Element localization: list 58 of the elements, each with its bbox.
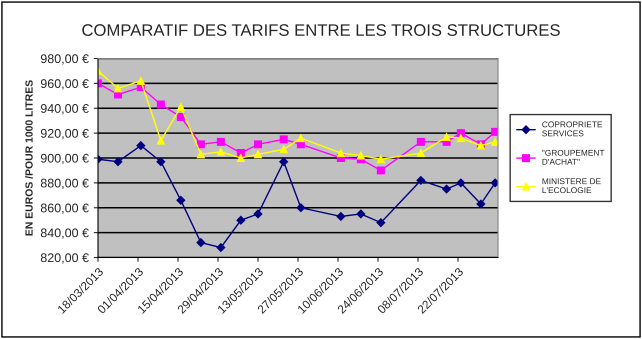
legend-label: "GROUPEMENT D'ACHAT" [542, 150, 604, 165]
point [196, 150, 205, 158]
point [336, 149, 345, 158]
point [416, 176, 426, 185]
y-tick-label: 960,00 € [40, 79, 89, 90]
point [280, 135, 288, 144]
y-tick-label: 920,00 € [40, 128, 89, 140]
point [476, 200, 486, 208]
point [176, 103, 185, 111]
point [176, 196, 186, 205]
point [216, 148, 225, 156]
point [254, 210, 262, 218]
legend-label: COPROPRIETE SERVICES [542, 121, 602, 136]
point [114, 84, 122, 92]
point [114, 157, 122, 166]
y-tick-label: 880,00 € [40, 178, 89, 190]
point [456, 134, 465, 142]
point [136, 141, 146, 150]
point [416, 138, 425, 146]
chart-title: COMPARATIF DES TARIFS ENTRE LES TROIS STRUCTURES [82, 24, 560, 36]
point [176, 112, 185, 121]
point [156, 157, 166, 166]
point [280, 145, 288, 154]
point [136, 76, 145, 85]
y-tick-label: 940,00 € [40, 104, 89, 114]
point [456, 129, 465, 138]
point [216, 138, 225, 146]
point [236, 216, 246, 225]
point [442, 184, 452, 194]
point [491, 128, 498, 136]
legend-label: MINISTERE DE L'ECOLOGIE [542, 178, 601, 194]
point [216, 243, 226, 252]
point [196, 140, 205, 148]
point [376, 155, 385, 164]
y-axis-title: EN EUROS /POUR 1000 LITRES [25, 80, 33, 236]
point [156, 100, 165, 109]
point [356, 210, 366, 218]
point [456, 178, 466, 188]
point [296, 203, 306, 212]
point [336, 212, 346, 221]
point [356, 152, 365, 160]
point [376, 218, 386, 228]
y-tick-label: 900,00 € [40, 154, 89, 164]
y-tick-label: 860,00 € [40, 204, 89, 214]
point [376, 166, 385, 174]
point [254, 140, 262, 148]
point [442, 132, 451, 141]
point [491, 138, 498, 146]
point [156, 136, 165, 145]
point [296, 134, 305, 142]
y-tick-label: 820,00 € [40, 253, 89, 264]
point [416, 149, 425, 158]
y-tick-label: 980,00 € [40, 54, 89, 65]
point [279, 157, 288, 166]
point [196, 238, 206, 248]
point [254, 150, 262, 158]
y-tick-label: 840,00 € [40, 228, 89, 239]
point [236, 154, 245, 162]
